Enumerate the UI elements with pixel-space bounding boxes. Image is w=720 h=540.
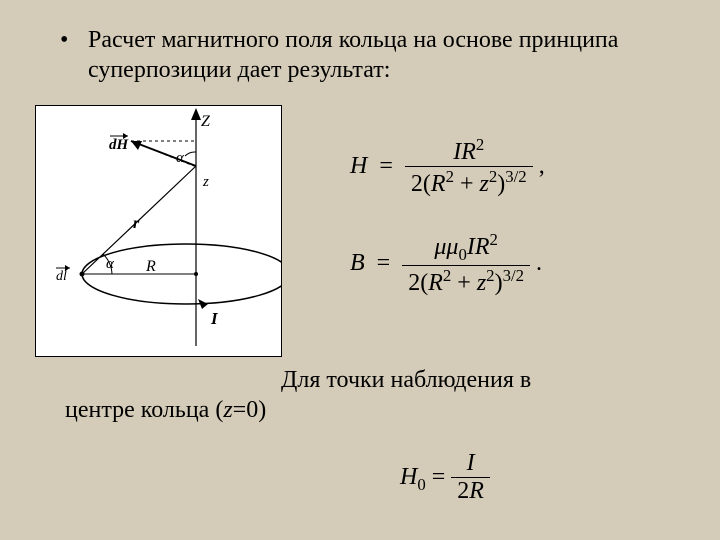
H-den-out-sup: 3/2	[505, 167, 526, 186]
H-den-z-sup: 2	[489, 167, 497, 186]
B-num-sup: 2	[489, 230, 497, 249]
H0-lhs: H	[400, 464, 417, 490]
B-den-plus: +	[451, 270, 477, 296]
label-Z: Z	[201, 113, 211, 130]
H-den-R: R	[431, 171, 446, 197]
B-den-pre: 2(	[408, 270, 428, 296]
H-den-z: z	[480, 171, 489, 197]
bullet-text: Расчет магнитного поля кольца на основе …	[88, 25, 680, 85]
followup-text: Для точки наблюдения в центре кольца (z=…	[65, 365, 665, 425]
label-alpha-top: α	[176, 150, 185, 166]
eq: =	[377, 250, 391, 276]
bullet-item: • Расчет магнитного поля кольца на основ…	[60, 25, 680, 85]
label-dl: dl	[56, 269, 67, 284]
H0-eq: =	[426, 464, 452, 490]
formula-block: H = IR2 2(R2 + z2)3/2 , B = μμ0IR2 2(R2 …	[350, 135, 690, 329]
H0-den-R: R	[469, 478, 484, 504]
label-alpha-bot: α	[106, 256, 115, 272]
eq: =	[379, 153, 393, 179]
B-den-z: z	[477, 270, 486, 296]
H-lhs: H	[350, 153, 367, 179]
followup-var-z: z	[223, 397, 232, 423]
H0-num: I	[451, 450, 490, 478]
followup-line2-pre: центре кольца (	[65, 397, 223, 423]
formula-B: B = μμ0IR2 2(R2 + z2)3/2 .	[350, 230, 690, 299]
H0-sub: 0	[417, 475, 425, 494]
followup-line1: Для точки наблюдения в	[65, 367, 531, 393]
B-den-out-sup: 3/2	[503, 266, 524, 285]
H-den-plus: +	[454, 171, 480, 197]
label-I: I	[210, 309, 219, 328]
formula-H0: H0 = I 2R	[400, 450, 490, 507]
followup-line2-post: =0)	[233, 397, 267, 423]
B-den-post: )	[495, 270, 503, 296]
label-R: R	[145, 258, 156, 275]
B-tail: .	[530, 250, 542, 276]
B-num-pre: μμ	[434, 234, 458, 260]
H-num-sup: 2	[476, 135, 484, 154]
B-lhs: B	[350, 250, 365, 276]
diagram-svg: Z dH α z r α R dl I	[36, 106, 281, 356]
H-tail: ,	[533, 153, 545, 179]
label-dH: dH	[109, 137, 130, 153]
label-r: r	[133, 215, 140, 232]
H-num: IR	[453, 139, 476, 165]
H-den-pre: 2(	[411, 171, 431, 197]
bullet-dot: •	[60, 25, 88, 55]
H0-fraction: I 2R	[451, 450, 490, 507]
B-num-IR: IR	[467, 234, 490, 260]
B-den-z-sup: 2	[486, 266, 494, 285]
ring-diagram: Z dH α z r α R dl I	[35, 105, 282, 357]
formula-H: H = IR2 2(R2 + z2)3/2 ,	[350, 135, 690, 200]
label-z-small: z	[202, 174, 209, 190]
B-num-sub: 0	[458, 245, 466, 264]
B-den-R: R	[428, 270, 443, 296]
H-fraction: IR2 2(R2 + z2)3/2	[405, 135, 533, 200]
H-den-R-sup: 2	[446, 167, 454, 186]
B-fraction: μμ0IR2 2(R2 + z2)3/2	[402, 230, 530, 299]
